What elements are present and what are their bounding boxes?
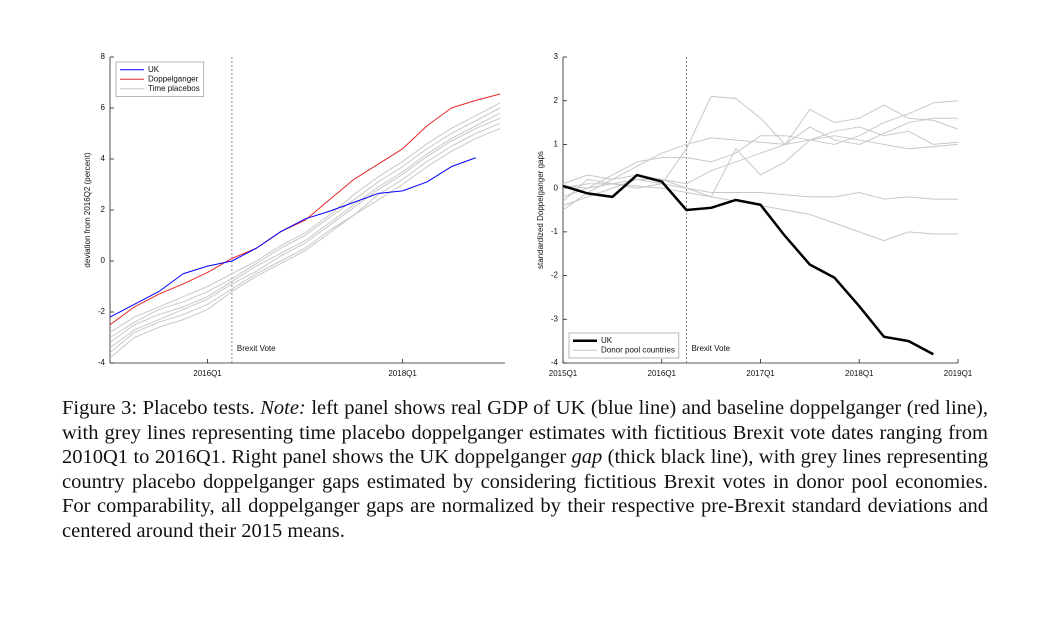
y-tick-label: -2: [98, 307, 106, 316]
series-line: [562, 135, 959, 211]
y-tick-label: -2: [551, 271, 559, 280]
series-line: [109, 122, 501, 354]
y-tick-label: 3: [554, 52, 559, 61]
y-tick-label: 8: [101, 52, 106, 61]
y-tick-label: 4: [101, 154, 106, 163]
x-tick-label: 2019Q1: [944, 369, 973, 378]
series-line: [109, 102, 501, 333]
x-tick-label: 2016Q1: [193, 369, 222, 378]
caption-text: left panel shows real GDP of UK (blue li…: [62, 397, 989, 469]
caption: Figure 3: Placebo tests. Note: left pane…: [62, 396, 988, 544]
caption-emphasis: gap: [571, 446, 603, 469]
legend-label: UK: [148, 65, 160, 74]
series-line: [562, 173, 934, 356]
panel: -4 -3 -2 -1 0 1 2 3 2015Q1 2016Q1 2017Q1 2018Q1 2019…: [536, 52, 973, 378]
caption-emphasis: Note:: [260, 397, 306, 419]
x-tick-label: 2018Q1: [388, 369, 417, 378]
annotation: Brexit Vote: [691, 344, 730, 353]
annotation: Brexit Vote: [237, 344, 276, 353]
x-tick-label: 2017Q1: [746, 369, 775, 378]
y-tick-label: 6: [101, 103, 106, 112]
series-line: [109, 127, 501, 359]
legend-box: [568, 332, 680, 359]
series-line: [109, 93, 501, 326]
caption-text: (thick black line), with grey lines repr…: [62, 446, 988, 542]
x-tick-label: 2015Q1: [549, 369, 578, 378]
y-tick-label: 1: [554, 140, 559, 149]
figure: -4 -2 0 2 4 6 8 2016Q1 2018Q1 deviation from 2016…: [83, 52, 973, 378]
y-tick-label: -4: [551, 358, 559, 367]
y-axis-label: deviation from 2016Q2 (percent): [83, 152, 92, 268]
series-line: [109, 107, 501, 338]
legend-label: Donor pool countries: [601, 345, 675, 354]
series-line: [109, 157, 476, 318]
x-tick-label: 2018Q1: [845, 369, 874, 378]
y-tick-label: 2: [554, 96, 559, 105]
series-line: [562, 126, 959, 207]
y-tick-label: 0: [554, 183, 559, 192]
series-line: [562, 95, 959, 202]
panel: -4 -2 0 2 4 6 8 2016Q1 2018Q1 deviation from 2016…: [83, 52, 505, 378]
series-line: [109, 112, 501, 344]
legend-label: UK: [601, 336, 613, 345]
y-tick-label: -3: [551, 314, 559, 323]
legend-label: Time placebos: [148, 84, 200, 93]
legend-label: Doppelganger: [148, 74, 199, 83]
y-tick-label: -1: [551, 227, 559, 236]
caption-text: Figure 3: Placebo tests.: [62, 397, 261, 419]
series-line: [562, 117, 958, 185]
y-tick-label: -4: [98, 358, 106, 367]
y-tick-label: 0: [101, 256, 106, 265]
y-tick-label: 2: [101, 205, 106, 214]
y-axis-label: standardized Doppelganger gaps: [536, 151, 545, 269]
x-tick-label: 2016Q1: [648, 369, 677, 378]
series-line: [109, 117, 501, 349]
series-line: [562, 100, 959, 198]
